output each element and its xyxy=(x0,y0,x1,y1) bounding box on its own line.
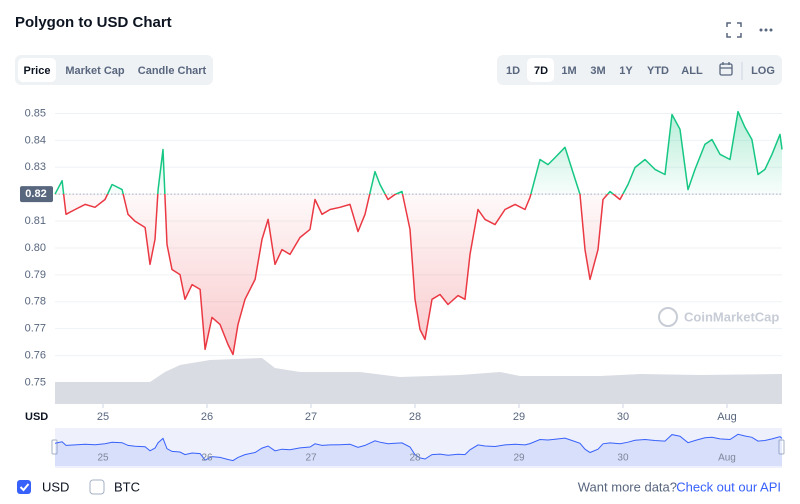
y-tick-label: 0.83 xyxy=(25,161,46,173)
range-button[interactable]: YTD xyxy=(647,65,669,77)
x-tick-label: 27 xyxy=(305,411,317,423)
navigator-area xyxy=(55,434,782,466)
legend-label: BTC xyxy=(114,479,140,494)
tab-selected[interactable] xyxy=(18,58,56,82)
navigator-tick-label: 28 xyxy=(409,453,421,464)
navigator-tick-label: 25 xyxy=(97,453,109,464)
log-toggle[interactable]: LOG xyxy=(751,65,775,77)
range-button[interactable]: ALL xyxy=(681,65,703,77)
watermark: CoinMarketCap xyxy=(658,307,779,327)
check-mark xyxy=(19,483,30,492)
y-tick-label: 0.77 xyxy=(25,323,46,335)
navigator-tick-label: Aug xyxy=(718,453,736,464)
calendar-icon[interactable] xyxy=(719,62,733,76)
range-button[interactable]: 3M xyxy=(590,65,605,77)
navigator-tick-label: 30 xyxy=(617,453,629,464)
y-tick-label: 0.80 xyxy=(25,242,46,254)
navigator-line xyxy=(54,433,783,462)
y-tick-label: 0.85 xyxy=(25,107,46,119)
tab[interactable]: Candle Chart xyxy=(138,65,207,77)
x-tick-label: 28 xyxy=(409,411,421,423)
range-button[interactable]: 1D xyxy=(506,65,520,77)
y-tick-label: 0.75 xyxy=(25,376,46,388)
range-button[interactable]: 1M xyxy=(561,65,576,77)
footer-link[interactable]: Check out our API xyxy=(676,479,781,494)
navigator-handle[interactable] xyxy=(778,439,785,455)
x-tick-label: 25 xyxy=(97,411,109,423)
baseline-label: 0.82 xyxy=(25,188,46,200)
navigator-tick-label: 26 xyxy=(201,453,213,464)
y-tick-label: 0.78 xyxy=(25,296,46,308)
more-icon[interactable] xyxy=(759,28,773,32)
range-selected[interactable] xyxy=(527,58,554,82)
range-button[interactable]: 7D xyxy=(534,65,548,77)
navigator-tick-label: 27 xyxy=(305,453,317,464)
y-tick-label: 0.81 xyxy=(25,215,46,227)
x-tick-label: 29 xyxy=(513,411,525,423)
price-line xyxy=(54,110,783,356)
legend-label: USD xyxy=(42,479,69,494)
volume-area xyxy=(55,358,782,404)
fullscreen-icon[interactable] xyxy=(726,22,742,38)
range-group xyxy=(497,55,782,85)
navigator-window[interactable] xyxy=(55,428,782,468)
y-tick-label: 0.79 xyxy=(25,269,46,281)
title: Polygon to USD Chart xyxy=(15,14,172,31)
tab[interactable]: Market Cap xyxy=(65,65,125,77)
legend-checkbox[interactable] xyxy=(17,480,31,494)
x-axis-label: USD xyxy=(25,411,48,423)
watermark-text: CoinMarketCap xyxy=(684,309,779,324)
y-tick-label: 0.84 xyxy=(25,134,46,146)
legend-checkbox[interactable] xyxy=(89,479,105,495)
x-tick-label: Aug xyxy=(717,411,737,423)
tab-group xyxy=(15,55,213,85)
tab[interactable]: Price xyxy=(24,65,51,77)
price-area xyxy=(55,111,782,355)
y-tick-label: 0.76 xyxy=(25,349,46,361)
range-button[interactable]: 1Y xyxy=(619,65,633,77)
baseline-badge xyxy=(20,186,53,203)
navigator-tick-label: 29 xyxy=(513,453,525,464)
x-tick-label: 30 xyxy=(617,411,629,423)
x-tick-label: 26 xyxy=(201,411,213,423)
footer-text: Want more data? xyxy=(578,479,677,494)
